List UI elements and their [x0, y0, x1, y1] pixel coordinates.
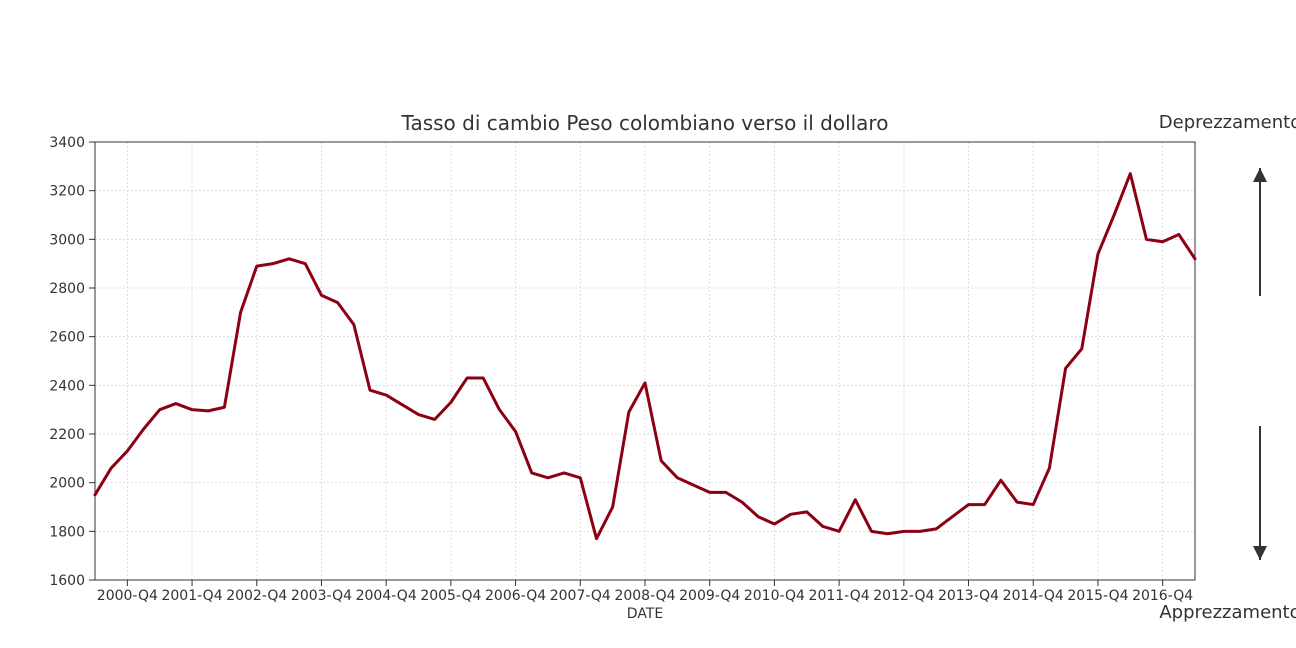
y-tick-label: 2200 — [49, 427, 85, 443]
x-tick-label: 2000-Q4 — [97, 588, 158, 604]
x-ticks: 2000-Q42001-Q42002-Q42003-Q42004-Q42005-… — [97, 580, 1194, 604]
y-tick-label: 2400 — [49, 378, 85, 394]
y-tick-label: 2000 — [49, 476, 85, 492]
x-tick-label: 2003-Q4 — [291, 588, 352, 604]
y-tick-label: 2600 — [49, 330, 85, 346]
x-tick-label: 2008-Q4 — [614, 588, 675, 604]
y-tick-label: 1600 — [49, 573, 85, 589]
x-tick-label: 2006-Q4 — [485, 588, 546, 604]
x-tick-label: 2002-Q4 — [226, 588, 287, 604]
x-tick-label: 2005-Q4 — [420, 588, 481, 604]
apprezzamento-label: Apprezzamento — [1159, 602, 1296, 623]
x-tick-label: 2010-Q4 — [744, 588, 805, 604]
x-tick-label: 2014-Q4 — [1003, 588, 1064, 604]
chart-title: Tasso di cambio Peso colombiano verso il… — [401, 111, 889, 135]
y-tick-label: 3000 — [49, 232, 85, 248]
y-tick-label: 3400 — [49, 135, 85, 151]
x-tick-label: 2007-Q4 — [550, 588, 611, 604]
y-tick-label: 3200 — [49, 184, 85, 200]
deprezzamento-label: Deprezzamento — [1159, 112, 1296, 133]
x-tick-label: 2015-Q4 — [1067, 588, 1128, 604]
exchange-rate-chart: 1600 1800 2000 2200 2400 2600 2800 3000 3200 3400… — [0, 0, 1296, 648]
y-ticks: 1600 1800 2000 2200 2400 2600 2800 3000 3200 3400 — [49, 135, 95, 589]
arrows — [1253, 168, 1267, 560]
x-tick-label: 2004-Q4 — [356, 588, 417, 604]
y-tick-label: 2800 — [49, 281, 85, 297]
x-tick-label: 2009-Q4 — [679, 588, 740, 604]
grid — [95, 142, 1195, 580]
x-tick-label: 2011-Q4 — [809, 588, 870, 604]
y-tick-label: 1800 — [49, 524, 85, 540]
x-axis-label: DATE — [627, 606, 663, 622]
x-tick-label: 2001-Q4 — [161, 588, 222, 604]
x-tick-label: 2012-Q4 — [873, 588, 934, 604]
x-tick-label: 2013-Q4 — [938, 588, 999, 604]
